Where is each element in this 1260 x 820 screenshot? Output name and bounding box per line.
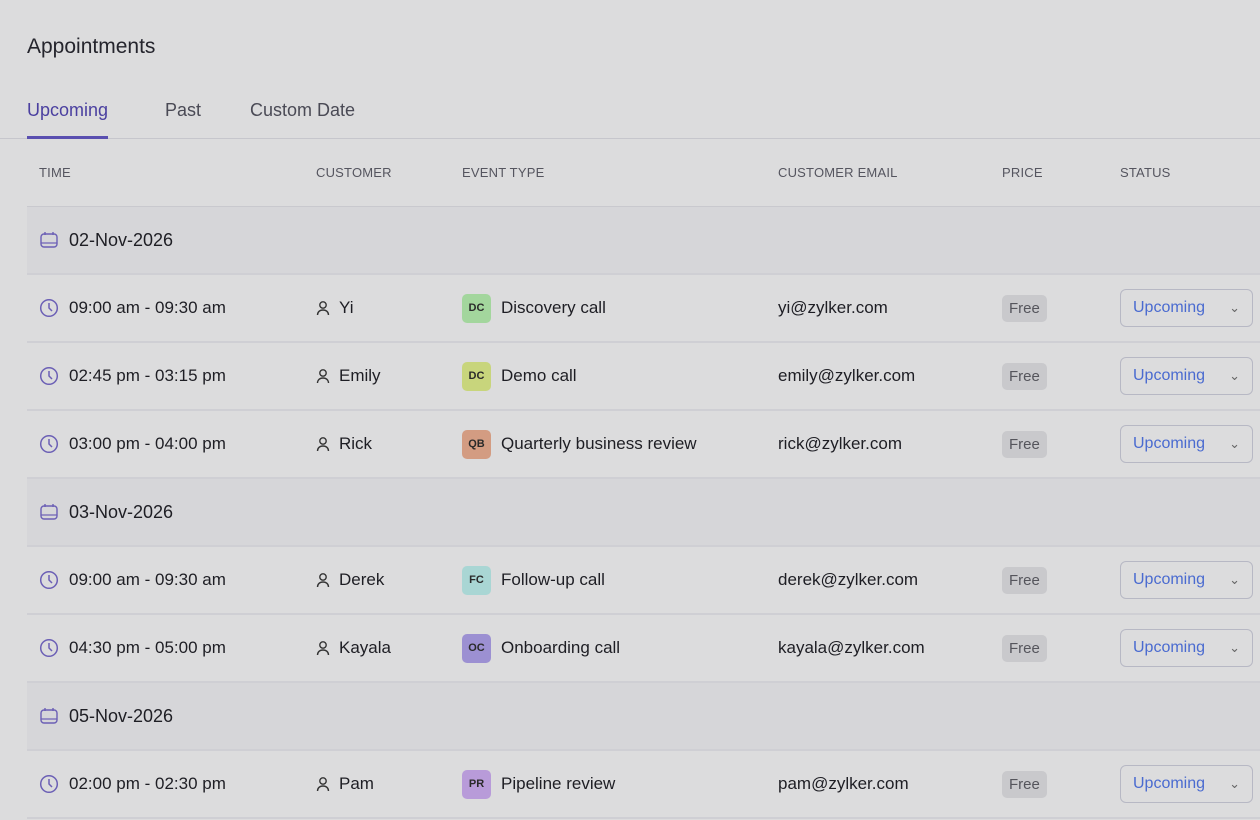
appointments-table: 02-Nov-2026 09:00 am - 09:30 am Yi DC Dis…: [27, 207, 1260, 819]
chevron-down-icon: ⌄: [1229, 436, 1240, 451]
column-customer: CUSTOMER: [316, 165, 392, 180]
customer-name: Rick: [339, 434, 373, 453]
chevron-down-icon: ⌄: [1229, 640, 1240, 655]
status-dropdown[interactable]: Upcoming ⌄: [1120, 629, 1253, 667]
status-dropdown[interactable]: Upcoming ⌄: [1120, 765, 1253, 803]
user-icon: [316, 572, 330, 588]
date-group-row: 05-Nov-2026: [27, 683, 1260, 751]
appointment-time: 09:00 am - 09:30 am: [69, 570, 226, 589]
group-date: 03-Nov-2026: [69, 501, 174, 522]
chevron-down-icon: ⌄: [1229, 572, 1240, 587]
price-badge: Free: [1002, 362, 1047, 390]
table-row[interactable]: 03:00 pm - 04:00 pm Rick QB Quarterly bus…: [27, 411, 1260, 479]
table-row[interactable]: 04:30 pm - 05:00 pm Kayala OC Onboarding …: [27, 615, 1260, 683]
clock-icon: [39, 570, 59, 590]
appointment-time: 04:30 pm - 05:00 pm: [69, 638, 226, 657]
customer-email: kayala@zylker.com: [778, 638, 925, 657]
calendar-icon: [39, 502, 59, 522]
event-type: Discovery call: [501, 298, 606, 317]
clock-icon: [39, 298, 59, 318]
column-event-type: EVENT TYPE: [462, 165, 545, 180]
table-row[interactable]: 02:00 pm - 02:30 pm Pam PR Pipeline revie…: [27, 751, 1260, 819]
customer-email: emily@zylker.com: [778, 366, 916, 385]
column-time: TIME: [39, 165, 71, 180]
status-value: Upcoming: [1133, 299, 1206, 316]
price-badge: Free: [1002, 770, 1047, 798]
customer-name: Emily: [339, 366, 381, 385]
status-dropdown[interactable]: Upcoming ⌄: [1120, 289, 1253, 327]
customer-email: yi@zylker.com: [778, 298, 888, 317]
user-icon: [316, 300, 330, 316]
date-group-row: 02-Nov-2026: [27, 207, 1260, 275]
customer-name: Derek: [339, 570, 385, 589]
event-type-badge: FC: [462, 565, 491, 595]
clock-icon: [39, 366, 59, 386]
status-dropdown[interactable]: Upcoming ⌄: [1120, 561, 1253, 599]
group-date: 05-Nov-2026: [69, 705, 174, 726]
chevron-down-icon: ⌄: [1229, 300, 1240, 315]
column-customer-email: CUSTOMER EMAIL: [778, 165, 898, 180]
customer-email: rick@zylker.com: [778, 434, 902, 453]
chevron-down-icon: ⌄: [1229, 368, 1240, 383]
clock-icon: [39, 638, 59, 658]
customer-email: pam@zylker.com: [778, 774, 909, 793]
price-badge: Free: [1002, 566, 1047, 594]
event-type: Quarterly business review: [501, 434, 697, 453]
customer-name: Kayala: [339, 638, 391, 657]
table-row[interactable]: 02:45 pm - 03:15 pm Emily DC Demo call em…: [27, 343, 1260, 411]
status-dropdown[interactable]: Upcoming ⌄: [1120, 425, 1253, 463]
tab-bar: Upcoming Past Custom Date: [0, 96, 1260, 139]
clock-icon: [39, 434, 59, 454]
price-badge: Free: [1002, 294, 1047, 322]
status-value: Upcoming: [1133, 639, 1206, 656]
table-row[interactable]: 09:00 am - 09:30 am Yi DC Discovery call …: [27, 275, 1260, 343]
column-status: STATUS: [1120, 165, 1171, 180]
status-dropdown[interactable]: Upcoming ⌄: [1120, 357, 1253, 395]
status-value: Upcoming: [1133, 435, 1206, 452]
user-icon: [316, 776, 330, 792]
tab-upcoming[interactable]: Upcoming: [27, 100, 109, 139]
appointment-time: 02:00 pm - 02:30 pm: [69, 774, 226, 793]
event-type-badge: DC: [462, 293, 491, 323]
event-type: Demo call: [501, 366, 577, 385]
event-type: Follow-up call: [501, 570, 605, 589]
status-value: Upcoming: [1133, 367, 1206, 384]
column-price: PRICE: [1002, 165, 1043, 180]
table-row[interactable]: 09:00 am - 09:30 am Derek FC Follow-up ca…: [27, 547, 1260, 615]
table-header: TIME CUSTOMER EVENT TYPE CUSTOMER EMAIL …: [27, 139, 1260, 207]
calendar-icon: [39, 706, 59, 726]
customer-name: Pam: [339, 774, 374, 793]
event-type-badge: QB: [462, 429, 491, 459]
customer-name: Yi: [339, 298, 354, 317]
group-date: 02-Nov-2026: [69, 229, 174, 250]
user-icon: [316, 640, 330, 656]
price-badge: Free: [1002, 634, 1047, 662]
user-icon: [316, 436, 330, 452]
appointment-time: 02:45 pm - 03:15 pm: [69, 366, 226, 385]
tab-past[interactable]: Past: [165, 100, 202, 120]
event-type: Pipeline review: [501, 774, 616, 793]
event-type-badge: DC: [462, 361, 491, 391]
event-type-badge: OC: [462, 633, 491, 663]
event-type-badge: PR: [462, 769, 491, 799]
customer-email: derek@zylker.com: [778, 570, 919, 589]
clock-icon: [39, 774, 59, 794]
appointment-time: 09:00 am - 09:30 am: [69, 298, 226, 317]
price-badge: Free: [1002, 430, 1047, 458]
status-value: Upcoming: [1133, 775, 1206, 792]
chevron-down-icon: ⌄: [1229, 776, 1240, 791]
calendar-icon: [39, 230, 59, 250]
page-title: Appointments: [27, 35, 156, 58]
status-value: Upcoming: [1133, 571, 1206, 588]
user-icon: [316, 368, 330, 384]
date-group-row: 03-Nov-2026: [27, 479, 1260, 547]
tab-custom-date[interactable]: Custom Date: [250, 100, 356, 120]
event-type: Onboarding call: [501, 638, 621, 657]
appointment-time: 03:00 pm - 04:00 pm: [69, 434, 226, 453]
